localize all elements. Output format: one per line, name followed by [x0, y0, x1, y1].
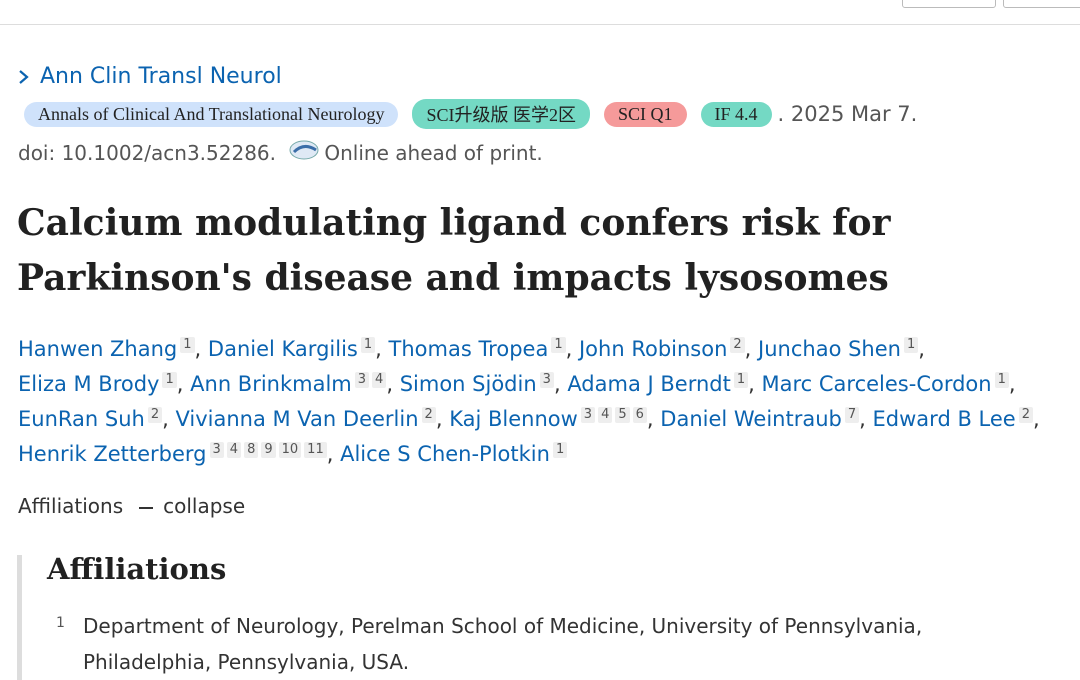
author-line: Henrik Zetterberg 3 4 8 9 10 11, Alice S Chen-… — [18, 437, 1040, 472]
affiliation-ref[interactable]: 3 — [209, 442, 224, 458]
dash-icon — [139, 506, 154, 509]
separator: , — [744, 337, 752, 361]
affiliation-ref[interactable]: 1 — [162, 372, 177, 388]
affiliation-ref[interactable]: 6 — [632, 407, 647, 423]
author-name[interactable]: Daniel Kargilis — [207, 337, 358, 361]
affiliation-ref[interactable]: 1 — [552, 442, 568, 458]
status: Online ahead of print. — [324, 141, 543, 165]
author-name[interactable]: Marc Carceles-Cordon — [761, 372, 992, 396]
author-name[interactable]: Eliza M Brody — [18, 372, 160, 396]
author-name[interactable]: Vivianna M Van Deerlin — [175, 407, 419, 431]
author-name[interactable]: Alice S Chen-Plotkin — [340, 442, 550, 466]
affiliation-ref[interactable]: 4 — [372, 372, 387, 388]
separator: , — [859, 407, 866, 431]
affiliation-text: Department of Neurology, Perelman School… — [83, 614, 923, 674]
affiliations-heading: Affiliations — [47, 552, 227, 586]
author-list: Hanwen Zhang 1, Daniel Kargilis 1, Thomas … — [18, 332, 1040, 472]
journal-abbrev[interactable]: Ann Clin Transl Neurol — [40, 64, 282, 89]
top-bar — [0, 0, 1080, 25]
top-button[interactable] — [1003, 0, 1080, 8]
status-icon — [289, 140, 319, 160]
separator: , — [646, 407, 654, 431]
affiliation-ref[interactable]: 3 — [539, 372, 554, 388]
affiliation-ref[interactable]: 2 — [1018, 407, 1033, 423]
separator: , — [326, 442, 334, 466]
badge[interactable]: SCI Q1 — [604, 101, 687, 127]
separator: , — [918, 337, 925, 361]
affiliation-ref[interactable]: 1 — [360, 337, 376, 353]
doi: doi: 10.1002/acn3.52286. — [18, 141, 277, 165]
affiliation-ref[interactable]: 10 — [278, 442, 302, 458]
affiliation-ref[interactable]: 1 — [903, 337, 919, 353]
affiliation-number: 1 — [56, 615, 65, 631]
affiliation-ref[interactable]: 3 — [580, 407, 596, 423]
affiliation-ref[interactable]: 5 — [615, 407, 630, 423]
badge-row: Annals of Clinical And Translational Neu… — [24, 99, 917, 129]
affiliation-ref[interactable]: 4 — [226, 442, 242, 458]
author-name[interactable]: EunRan Suh — [18, 407, 145, 431]
separator: , — [553, 372, 561, 396]
author-name[interactable]: Thomas Tropea — [388, 337, 549, 361]
affiliation-ref[interactable]: 4 — [598, 407, 613, 423]
author-name[interactable]: Kaj Blennow — [449, 407, 578, 431]
toggle-action[interactable]: collapse — [163, 494, 246, 518]
badge[interactable]: SCI升级版 医学2区 — [412, 99, 590, 129]
affiliation-ref[interactable]: 8 — [244, 442, 259, 458]
badge[interactable]: IF 4.4 — [700, 101, 772, 127]
chevron — [19, 70, 29, 84]
separator: , — [748, 372, 755, 396]
author-name[interactable]: Ann Brinkmalm — [190, 372, 352, 396]
affiliation-ref[interactable]: 1 — [994, 372, 1009, 388]
affiliation-ref[interactable]: 1 — [551, 337, 566, 353]
separator: , — [1032, 407, 1040, 431]
author-line: EunRan Suh 2, Vivianna M Van Deerlin 2, Ka… — [18, 402, 1040, 437]
affiliations-toggle[interactable]: Affiliations collapse — [18, 494, 245, 518]
separator: , — [565, 337, 573, 361]
affiliation-ref[interactable]: 1 — [733, 372, 749, 388]
author-name[interactable]: John Robinson — [578, 337, 728, 361]
separator: , — [194, 337, 202, 361]
separator: , — [176, 372, 184, 396]
separator: , — [1008, 372, 1016, 396]
affiliation-ref[interactable]: 1 — [180, 337, 195, 353]
badge[interactable]: Annals of Clinical And Translational Neu… — [24, 101, 399, 127]
affiliation-ref[interactable]: 2 — [730, 337, 745, 353]
article-title: Calcium modulating ligand confers risk f… — [17, 202, 891, 299]
pub-date: . 2025 Mar 7. — [777, 102, 918, 126]
separator: , — [162, 407, 169, 431]
affiliation-ref[interactable]: 2 — [147, 407, 163, 423]
affiliation-ref[interactable]: 7 — [844, 407, 860, 423]
affiliation-ref[interactable]: 2 — [421, 407, 436, 423]
author-name[interactable]: Junchao Shen — [758, 337, 901, 361]
affiliations-bar — [17, 555, 22, 680]
affiliation-ref[interactable]: 11 — [304, 442, 327, 458]
separator: , — [386, 372, 394, 396]
top-button[interactable] — [902, 0, 996, 8]
affiliation-ref[interactable]: 3 — [354, 372, 370, 388]
author-name[interactable]: Daniel Weintraub — [660, 407, 842, 431]
affiliation-ref[interactable]: 9 — [261, 442, 276, 458]
author-line: Eliza M Brody 1, Ann Brinkmalm 3 4, Simon S… — [18, 367, 1040, 402]
toggle-label[interactable]: Affiliations — [18, 494, 124, 518]
author-name[interactable]: Adama J Berndt — [567, 372, 731, 396]
separator: , — [375, 337, 382, 361]
doi-line: doi: 10.1002/acn3.52286. Online ahead of… — [18, 138, 543, 165]
author-name[interactable]: Edward B Lee — [872, 407, 1016, 431]
author-name[interactable]: Simon Sjödin — [399, 372, 537, 396]
journal-link[interactable]: Ann Clin Transl Neurol — [18, 64, 282, 89]
author-line: Hanwen Zhang 1, Daniel Kargilis 1, Thomas … — [18, 332, 1040, 367]
separator: , — [435, 407, 443, 431]
author-name[interactable]: Hanwen Zhang — [18, 337, 178, 361]
author-name[interactable]: Henrik Zetterberg — [18, 442, 207, 466]
